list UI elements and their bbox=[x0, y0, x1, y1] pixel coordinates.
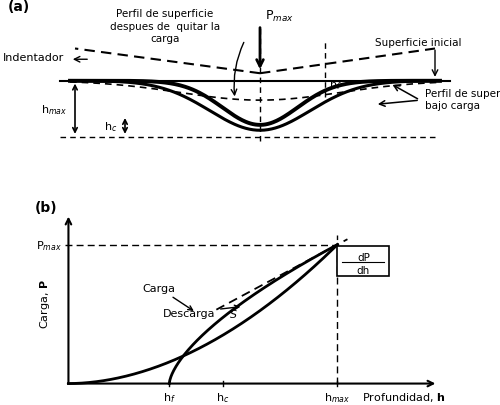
Text: h$_{max}$: h$_{max}$ bbox=[324, 390, 350, 403]
Text: Carga: Carga bbox=[142, 283, 192, 310]
Text: dh: dh bbox=[357, 265, 370, 275]
Text: Descarga: Descarga bbox=[162, 305, 239, 318]
Bar bbox=[338, 247, 390, 276]
Text: Perfil de superficie: Perfil de superficie bbox=[116, 9, 214, 19]
Text: Superficie inicial: Superficie inicial bbox=[375, 38, 462, 48]
Text: despues de  quitar la: despues de quitar la bbox=[110, 21, 220, 32]
Text: P$_{max}$: P$_{max}$ bbox=[265, 9, 294, 23]
Text: Perfil de superficie
bajo carga: Perfil de superficie bajo carga bbox=[425, 89, 500, 111]
Text: Carga, $\mathbf{P}$: Carga, $\mathbf{P}$ bbox=[38, 279, 52, 328]
Text: carga: carga bbox=[150, 34, 180, 44]
Text: h$_f$: h$_f$ bbox=[163, 390, 175, 403]
Text: h$_c$: h$_c$ bbox=[216, 390, 230, 403]
Text: h$_f$: h$_f$ bbox=[329, 79, 342, 92]
Text: Indentador: Indentador bbox=[2, 53, 64, 63]
Text: Profundidad, $\mathbf{h}$: Profundidad, $\mathbf{h}$ bbox=[362, 390, 445, 403]
Text: dP: dP bbox=[357, 252, 370, 262]
Text: h$_{max}$: h$_{max}$ bbox=[42, 102, 68, 116]
Text: P$_{max}$: P$_{max}$ bbox=[36, 238, 62, 252]
Text: (b): (b) bbox=[35, 200, 58, 214]
Text: (a): (a) bbox=[8, 0, 30, 14]
Text: S: S bbox=[230, 309, 237, 319]
Text: h$_c$: h$_c$ bbox=[104, 120, 118, 134]
